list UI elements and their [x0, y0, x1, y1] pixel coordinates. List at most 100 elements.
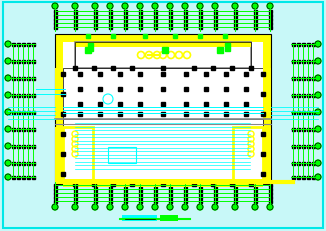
Bar [297, 176, 300, 179]
Bar [184, 103, 188, 106]
Bar [233, 192, 236, 195]
Circle shape [252, 204, 258, 210]
Bar [291, 43, 294, 46]
Circle shape [197, 4, 203, 10]
Bar [184, 18, 186, 21]
Bar [138, 88, 142, 92]
Bar [306, 128, 309, 131]
Bar [53, 188, 56, 191]
Bar [94, 196, 96, 199]
Bar [17, 77, 20, 80]
Bar [291, 145, 294, 148]
Circle shape [122, 4, 128, 10]
Bar [73, 67, 77, 71]
Bar [244, 103, 248, 106]
Bar [154, 192, 156, 195]
Bar [214, 10, 216, 13]
Bar [184, 200, 186, 203]
Bar [291, 60, 294, 63]
Bar [32, 94, 35, 97]
Bar [199, 196, 201, 199]
Bar [199, 14, 201, 17]
Bar [17, 145, 20, 148]
Bar [22, 176, 24, 179]
Bar [139, 196, 141, 199]
Bar [26, 60, 29, 63]
Bar [233, 10, 236, 13]
Circle shape [315, 59, 321, 65]
Bar [98, 73, 102, 77]
Bar [211, 67, 215, 71]
Bar [55, 35, 63, 184]
Bar [312, 111, 315, 114]
Bar [244, 73, 248, 77]
Bar [11, 94, 14, 97]
Bar [254, 200, 257, 203]
Bar [118, 112, 122, 116]
Bar [169, 188, 171, 191]
Bar [297, 128, 300, 131]
Bar [214, 22, 216, 25]
Bar [63, 69, 263, 128]
Bar [61, 93, 65, 97]
Bar [199, 18, 201, 21]
Bar [53, 18, 56, 21]
Bar [94, 18, 96, 21]
Bar [254, 26, 257, 29]
Bar [118, 103, 122, 106]
Bar [312, 60, 315, 63]
Bar [263, 128, 271, 184]
Bar [22, 60, 24, 63]
Bar [169, 192, 171, 195]
Bar [78, 88, 82, 92]
Bar [269, 184, 272, 187]
Bar [291, 111, 294, 114]
Bar [312, 128, 315, 131]
Bar [86, 35, 90, 39]
Bar [130, 67, 134, 71]
Bar [249, 67, 253, 71]
Bar [297, 162, 300, 165]
Bar [261, 132, 265, 137]
Bar [17, 60, 20, 63]
Bar [124, 184, 126, 187]
Bar [73, 18, 77, 21]
Bar [261, 112, 265, 116]
Bar [214, 188, 216, 191]
Bar [85, 48, 91, 54]
Bar [109, 188, 111, 191]
Bar [111, 35, 115, 39]
Bar [139, 22, 141, 25]
Bar [199, 188, 201, 191]
Bar [17, 43, 20, 46]
Bar [32, 145, 35, 148]
Bar [312, 176, 315, 179]
Circle shape [5, 143, 11, 149]
Bar [169, 196, 171, 199]
Bar [214, 14, 216, 17]
Bar [11, 145, 14, 148]
Bar [98, 88, 102, 92]
Bar [233, 26, 236, 29]
Bar [306, 77, 309, 80]
Bar [138, 103, 142, 106]
Bar [224, 103, 228, 106]
Bar [297, 60, 300, 63]
Bar [204, 73, 208, 77]
Bar [111, 67, 115, 71]
Bar [94, 184, 96, 187]
Bar [184, 196, 186, 199]
Bar [306, 60, 309, 63]
Circle shape [92, 204, 98, 210]
Circle shape [182, 204, 188, 210]
Bar [111, 182, 115, 186]
Bar [32, 77, 35, 80]
Bar [169, 184, 171, 187]
Bar [233, 18, 236, 21]
Circle shape [5, 76, 11, 82]
Bar [124, 14, 126, 17]
Bar [118, 88, 122, 92]
Bar [312, 162, 315, 165]
Bar [154, 188, 156, 191]
Bar [138, 73, 142, 77]
